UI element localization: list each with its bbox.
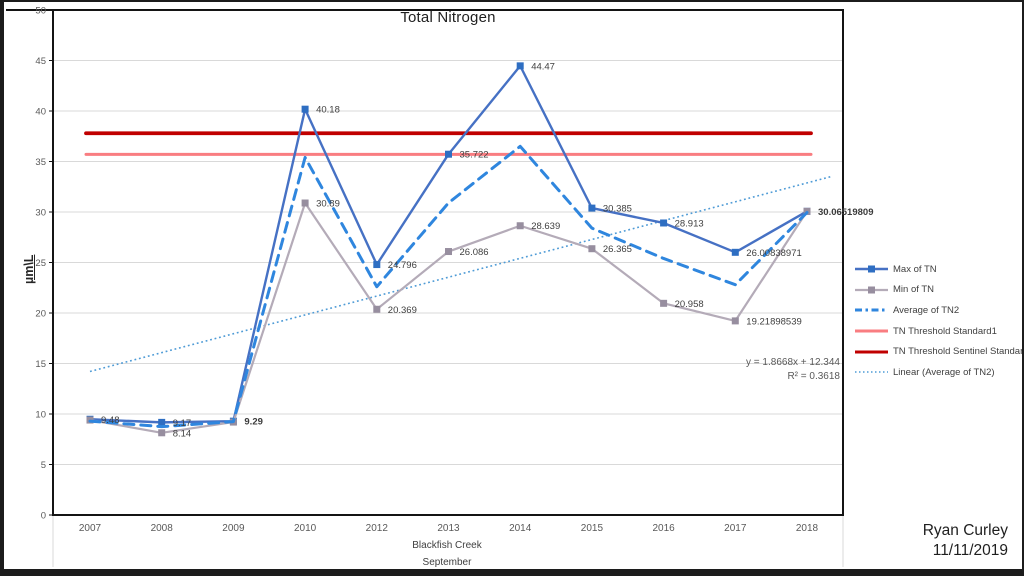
y-tick-label: 15 (35, 359, 46, 370)
r-squared-line: R² = 0.3618 (787, 371, 840, 382)
series-marker[interactable] (516, 62, 524, 70)
y-tick-label: 5 (41, 460, 46, 471)
data-label: 20.958 (675, 299, 704, 310)
legend-label: TN Threshold Standard1 (893, 325, 997, 337)
legend-label: Min of TN (893, 284, 935, 296)
data-label: 19.21898539 (746, 316, 801, 327)
legend-sample-icon (855, 265, 888, 273)
x-tick-label: 2014 (509, 523, 532, 534)
data-label: 35.722 (460, 150, 489, 161)
x-tick-label: 2008 (151, 523, 174, 534)
x-tick-label: 2018 (796, 523, 819, 534)
series-marker[interactable] (301, 199, 309, 207)
y-tick-label: 35 (35, 157, 46, 168)
y-axis-title[interactable]: µm\L (22, 254, 36, 284)
legend-label: TN Threshold Sentinel Standard (893, 346, 1024, 358)
y-tick-label: 25 (35, 258, 46, 269)
series-marker[interactable] (445, 248, 452, 256)
series-marker[interactable] (731, 317, 739, 325)
data-label: 44.47 (531, 61, 555, 72)
legend-item[interactable]: TN Threshold Sentinel Standard (855, 341, 1024, 362)
y-tick-label: 30 (35, 208, 46, 219)
x-tick-label: 2013 (437, 523, 460, 534)
series-marker[interactable] (301, 105, 309, 113)
chart-legend: Max of TN Min of TN Average of TN2 TN Thres… (855, 259, 1024, 383)
legend-label: Max of TN (893, 263, 937, 275)
x-tick-label: 2009 (222, 523, 245, 534)
x-tick-label: 2012 (366, 523, 389, 534)
signature-name: Ryan Curley (922, 522, 1008, 539)
data-label: 26.086 (460, 247, 489, 258)
data-label: 20.369 (388, 305, 417, 316)
series-marker[interactable] (660, 219, 668, 227)
x-tick-label: 2015 (581, 523, 604, 534)
data-label: 26.365 (603, 244, 632, 255)
footer-location-label: Blackfish Creek (412, 540, 482, 551)
legend-sample-icon (855, 350, 888, 354)
series-marker[interactable] (373, 305, 381, 313)
footer-month-label: September (422, 557, 472, 568)
series-marker[interactable] (158, 418, 166, 426)
series-marker[interactable] (588, 245, 596, 253)
data-label: 26.00838971 (746, 248, 801, 259)
data-label: 30.06519809 (818, 207, 873, 218)
legend-item[interactable]: Average of TN2 (855, 300, 1024, 321)
legend-item[interactable]: TN Threshold Standard1 (855, 321, 1024, 342)
data-label: 24.796 (388, 260, 417, 271)
data-label: 9.48 (101, 415, 120, 426)
x-tick-label: 2010 (294, 523, 317, 534)
legend-item[interactable]: Min of TN (855, 280, 1024, 301)
data-label: 8.14 (173, 428, 192, 439)
series-marker[interactable] (158, 429, 166, 437)
legend-label: Linear (Average of TN2) (893, 366, 995, 378)
legend-sample-icon (855, 371, 888, 374)
legend-item[interactable]: Linear (Average of TN2) (855, 362, 1024, 383)
x-tick-label: 2016 (652, 523, 675, 534)
data-label: 30.89 (316, 199, 340, 210)
series-trendline[interactable] (89, 175, 833, 373)
legend-sample-icon (855, 286, 888, 294)
equation-line: y = 1.8668x + 12.344 (746, 357, 840, 368)
data-label: 28.639 (531, 221, 560, 232)
y-tick-label: 10 (35, 410, 46, 421)
data-label: 30.385 (603, 204, 632, 215)
data-label: 40.18 (316, 105, 340, 116)
trendline-equation: y = 1.8668x + 12.344 R² = 0.3618 (640, 356, 840, 384)
y-tick-label: 45 (35, 56, 46, 67)
y-tick-label: 40 (35, 107, 46, 118)
data-label: 9.29 (244, 417, 263, 428)
legend-item[interactable]: Max of TN (855, 259, 1024, 280)
legend-sample-icon (855, 329, 888, 333)
y-tick-label: 0 (41, 511, 46, 522)
x-tick-label: 2017 (724, 523, 747, 534)
legend-sample-icon (855, 308, 888, 312)
series-marker[interactable] (445, 150, 452, 158)
y-tick-label: 50 (35, 6, 46, 17)
series-line[interactable] (88, 144, 809, 429)
signature-block: Ryan Curley 11/11/2019 (923, 521, 1008, 560)
series-marker[interactable] (373, 261, 381, 269)
x-tick-label: 2007 (79, 523, 102, 534)
legend-label: Average of TN2 (893, 304, 960, 316)
data-label: 28.913 (675, 218, 704, 229)
series-marker[interactable] (516, 222, 524, 230)
series-marker[interactable] (660, 299, 668, 307)
data-label: 9.17 (173, 418, 192, 429)
chart-title[interactable]: Total Nitrogen (400, 9, 496, 26)
series-marker[interactable] (588, 204, 596, 212)
series-marker[interactable] (731, 248, 739, 256)
signature-date: 11/11/2019 (932, 541, 1008, 559)
legend-marker (868, 265, 875, 273)
y-tick-label: 20 (35, 309, 46, 320)
legend-marker (868, 286, 875, 294)
